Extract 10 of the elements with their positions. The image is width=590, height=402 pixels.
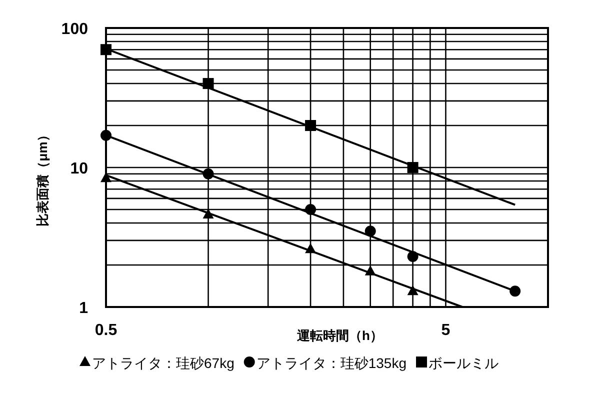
legend-label: アトライタ：珪砂135kg <box>256 355 407 371</box>
y-tick-label: 10 <box>70 160 88 178</box>
x-tick-label: 0.5 <box>94 322 118 339</box>
y-tick-label: 100 <box>61 21 88 38</box>
x-tick-label: 5 <box>441 322 450 339</box>
x-axis-title: 運転時間（h） <box>296 328 383 343</box>
y-axis-title: 比表面積（μm） <box>35 128 50 226</box>
y-tick-label: 1 <box>79 300 88 317</box>
legend-label: アトライタ：珪砂67kg <box>92 355 234 371</box>
legend-label: ボールミル <box>428 355 499 371</box>
